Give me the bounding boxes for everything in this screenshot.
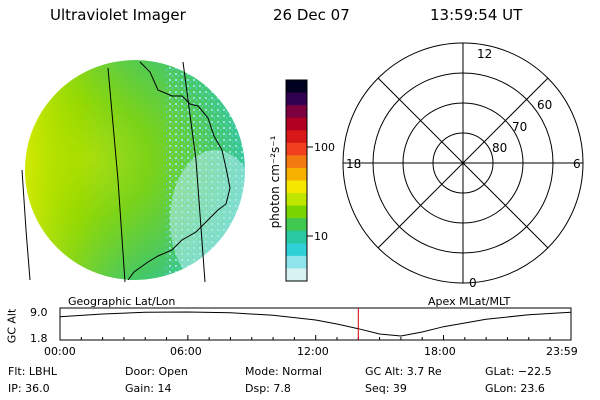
colorbar-band: [286, 255, 307, 270]
date-readout: 26 Dec 07: [273, 6, 350, 24]
x-tick-label: 23:59: [546, 345, 578, 358]
colorbar-band: [286, 167, 307, 182]
colorbar-band: [286, 218, 307, 232]
colorbar-band: [286, 105, 307, 119]
colorbar-band: [286, 142, 307, 156]
chart-right-label: Apex MLat/MLT: [428, 295, 511, 308]
x-tick-label: 12:00: [297, 345, 329, 358]
y-tick-label: 9.0: [30, 306, 48, 319]
seq-readout: Seq: 39: [365, 382, 407, 395]
colorbar-band: [286, 130, 307, 144]
mlt-label-6: 6: [573, 157, 581, 171]
ip-readout: IP: 36.0: [8, 382, 50, 395]
colorbar-band: [286, 180, 307, 194]
lat-label-60: 60: [537, 98, 553, 112]
glat-readout: GLat: −22.5: [485, 365, 552, 378]
chart-left-label: Geographic Lat/Lon: [68, 295, 176, 308]
colorbar-tick: 10: [314, 230, 328, 243]
colorbar-band: [286, 205, 307, 219]
lat-label-70: 70: [512, 120, 528, 134]
limb-line: [21, 169, 31, 281]
dsp-readout: Dsp: 7.8: [245, 382, 291, 395]
colorbar-band: [286, 80, 307, 94]
meridian-line: [107, 67, 126, 283]
colorbar-tick: 100: [314, 141, 335, 154]
colorbar-band: [286, 243, 307, 257]
colorbar-band: [286, 193, 307, 207]
colorbar-band: [286, 230, 307, 244]
filter-readout: Flt: LBHL: [8, 365, 57, 378]
mode-readout: Mode: Normal: [245, 365, 322, 378]
lat-label-80: 80: [492, 141, 508, 155]
altitude-series-line: [59, 311, 571, 337]
x-tick-label: 18:00: [424, 345, 456, 358]
colorbar-band: [286, 92, 307, 106]
gc-alt-readout: GC Alt: 3.7 Re: [365, 365, 442, 378]
x-tick-label: 06:00: [170, 345, 202, 358]
colorbar-band: [286, 155, 307, 169]
time-readout: 13:59:54 UT: [430, 6, 523, 24]
mlt-label-0: 0: [469, 276, 477, 290]
gain-readout: Gain: 14: [125, 382, 172, 395]
meridian-line: [182, 61, 206, 283]
mlt-label-12: 12: [477, 47, 493, 61]
door-readout: Door: Open: [125, 365, 188, 378]
y-tick-label: 1.8: [30, 332, 48, 345]
mlt-label-18: 18: [346, 157, 362, 171]
colorbar-band: [286, 268, 307, 282]
x-tick-label: 00:00: [44, 345, 76, 358]
colorbar-band: [286, 117, 307, 131]
app-title: Ultraviolet Imager: [50, 6, 186, 24]
coastline: [127, 61, 231, 281]
glon-readout: GLon: 23.6: [485, 382, 545, 395]
